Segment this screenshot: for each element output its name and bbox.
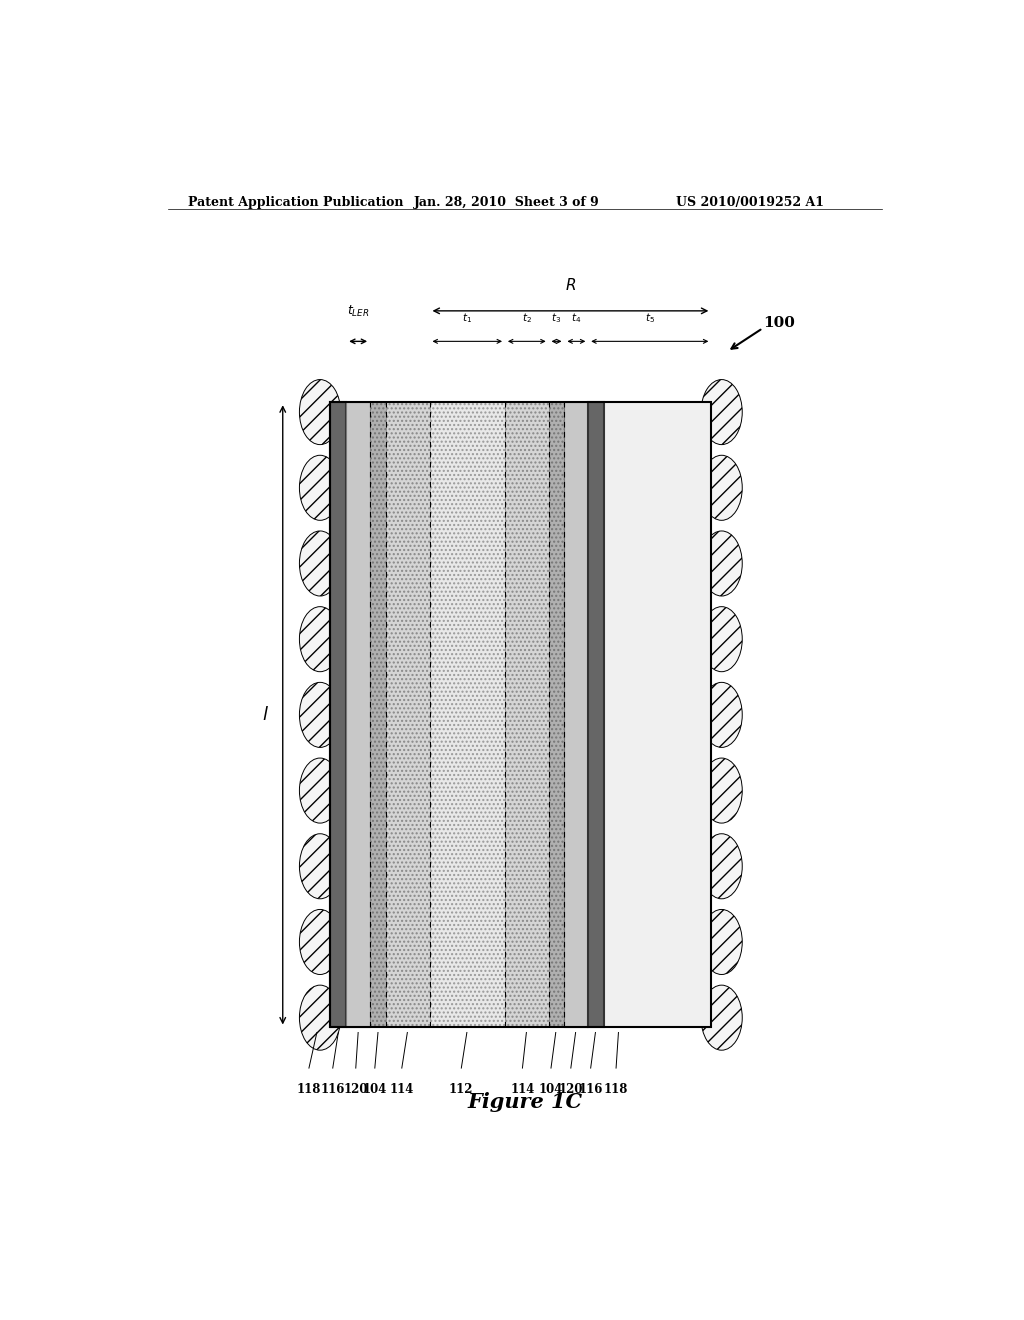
Text: $t_1$: $t_1$: [462, 312, 472, 325]
Text: 118: 118: [297, 1084, 322, 1097]
Ellipse shape: [701, 758, 742, 824]
Ellipse shape: [299, 455, 341, 520]
Ellipse shape: [299, 834, 341, 899]
Ellipse shape: [701, 455, 742, 520]
Bar: [346, 403, 370, 1027]
Text: 104: 104: [362, 1084, 387, 1097]
Text: 100: 100: [763, 315, 795, 330]
Text: Jan. 28, 2010  Sheet 3 of 9: Jan. 28, 2010 Sheet 3 of 9: [414, 195, 599, 209]
Bar: [505, 403, 549, 1027]
Ellipse shape: [299, 758, 341, 824]
Text: $l$: $l$: [261, 706, 268, 723]
Bar: [549, 403, 564, 1027]
Bar: [331, 403, 712, 1027]
Ellipse shape: [701, 834, 742, 899]
Bar: [604, 403, 712, 1027]
Bar: [370, 403, 386, 1027]
Text: $R$: $R$: [565, 277, 577, 293]
Ellipse shape: [299, 531, 341, 597]
Ellipse shape: [299, 682, 341, 747]
Text: Patent Application Publication: Patent Application Publication: [187, 195, 403, 209]
Text: 114: 114: [510, 1084, 535, 1097]
Bar: [588, 403, 604, 1027]
Text: 118: 118: [604, 1084, 629, 1097]
Text: $t_3$: $t_3$: [552, 312, 561, 325]
Text: 116: 116: [321, 1084, 345, 1097]
Text: 120: 120: [343, 1084, 368, 1097]
Ellipse shape: [299, 985, 341, 1051]
Ellipse shape: [701, 909, 742, 974]
Text: $t_5$: $t_5$: [645, 312, 654, 325]
Text: 116: 116: [579, 1084, 603, 1097]
Bar: [386, 403, 430, 1027]
Text: 104: 104: [539, 1084, 563, 1097]
Ellipse shape: [299, 607, 341, 672]
Ellipse shape: [701, 607, 742, 672]
Ellipse shape: [299, 380, 341, 445]
Bar: [564, 403, 588, 1027]
Bar: [331, 403, 712, 1027]
Text: US 2010/0019252 A1: US 2010/0019252 A1: [676, 195, 823, 209]
Ellipse shape: [701, 682, 742, 747]
Bar: [331, 403, 346, 1027]
Ellipse shape: [701, 380, 742, 445]
Text: Figure 1C: Figure 1C: [467, 1092, 583, 1111]
Ellipse shape: [299, 909, 341, 974]
Ellipse shape: [701, 531, 742, 597]
Text: 120: 120: [558, 1084, 583, 1097]
Ellipse shape: [701, 985, 742, 1051]
Text: 114: 114: [389, 1084, 414, 1097]
Bar: [430, 403, 505, 1027]
Text: 112: 112: [450, 1084, 473, 1097]
Text: $t_4$: $t_4$: [571, 312, 582, 325]
Text: $t_2$: $t_2$: [522, 312, 531, 325]
Text: $t_{LER}$: $t_{LER}$: [347, 304, 370, 319]
